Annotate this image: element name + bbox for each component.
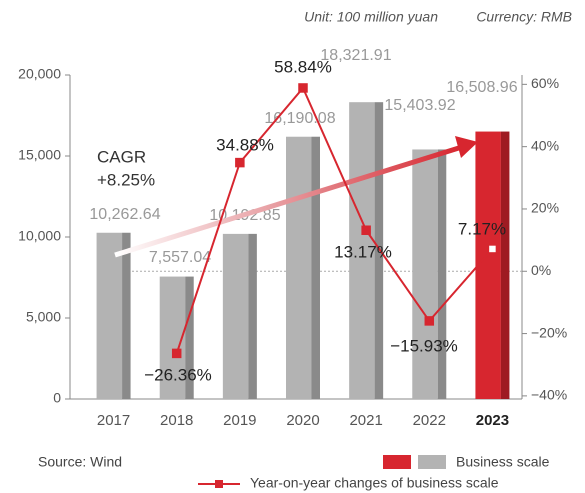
y-tick-label: 20,000 [18, 66, 61, 82]
x-tick-label: 2022 [413, 412, 446, 429]
line-marker [424, 316, 435, 326]
legend-swatch [383, 455, 411, 469]
line-marker [235, 157, 245, 168]
y2-tick-label: 0% [531, 262, 551, 278]
x-tick-label: 2023 [476, 412, 509, 429]
bar-label: 16,508.96 [446, 79, 517, 96]
line-marker [361, 225, 371, 235]
line-label: −26.36% [144, 365, 212, 384]
source: Source: Wind [38, 454, 122, 470]
legend-label: Year-on-year changes of business scale [250, 475, 499, 491]
line-marker [298, 83, 308, 93]
y-tick-label: 10,000 [18, 228, 61, 244]
x-tick-label: 2020 [286, 412, 319, 429]
line-marker [171, 348, 182, 359]
annotation: +8.25% [97, 170, 155, 189]
line-label: −15.93% [390, 336, 458, 355]
currency: Currency: RMB [476, 9, 572, 25]
legend-swatch [418, 455, 446, 469]
legend-marker [215, 480, 223, 488]
bar-label: 7,557.04 [149, 249, 211, 266]
bar [222, 233, 257, 399]
bar [286, 136, 320, 399]
y2-tick-label: −40% [531, 387, 567, 403]
bar [412, 149, 447, 399]
bar-label: 16,190.08 [264, 110, 335, 127]
bar [475, 131, 510, 399]
line [175, 86, 494, 354]
y-tick-label: 5,000 [26, 309, 61, 325]
bar [96, 232, 131, 399]
bar-label: 18,321.91 [320, 47, 391, 64]
line-marker [487, 244, 498, 254]
trend-arrowhead [455, 136, 478, 158]
y2-tick-label: 60% [531, 75, 559, 91]
y2-tick-label: 40% [531, 137, 559, 153]
line-label: 7.17% [458, 219, 506, 238]
line-label: 58.84% [274, 57, 332, 76]
trend-arrow [114, 144, 463, 258]
unit: Unit: 100 million yuan [304, 9, 438, 25]
y-tick-label: 15,000 [18, 147, 61, 163]
x-tick-label: 2017 [97, 412, 130, 429]
bar-label: 15,403.92 [384, 97, 455, 114]
bar-label: 10,262.64 [89, 206, 160, 223]
bar [349, 102, 384, 399]
line-label: 13.17% [334, 242, 392, 261]
annotation: CAGR [97, 147, 146, 166]
y2-tick-label: 20% [531, 200, 559, 216]
x-tick-label: 2021 [349, 412, 382, 429]
y-tick-label: 0 [53, 390, 61, 406]
y2-tick-label: −20% [531, 324, 567, 340]
x-tick-label: 2019 [223, 412, 256, 429]
legend-label: Business scale [456, 454, 550, 470]
line-label: 34.88% [216, 135, 274, 154]
x-tick-label: 2018 [160, 412, 193, 429]
